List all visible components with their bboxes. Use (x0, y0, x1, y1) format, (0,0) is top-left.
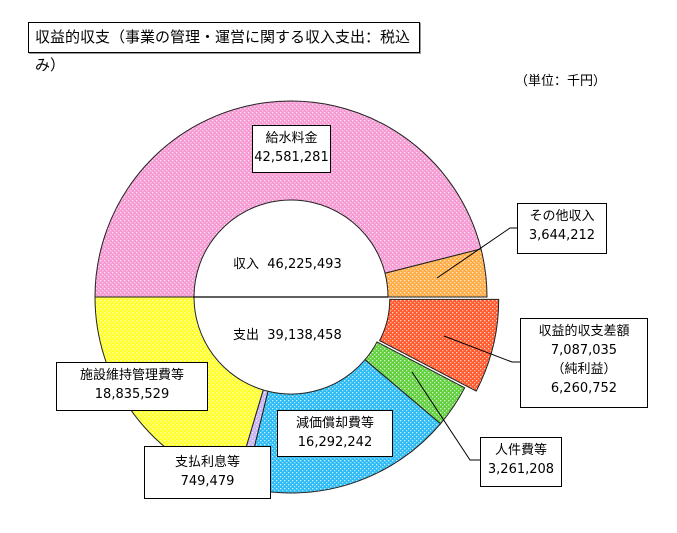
label-name: 施設維持管理費等 (79, 368, 184, 383)
label-profit: 収益的収支差額 7,087,035 （純利益） 6,260,752 (520, 318, 648, 408)
income-label: 収入 (233, 257, 260, 272)
income-value: 46,225,493 (267, 257, 342, 272)
leader-lines (411, 227, 521, 461)
unit-label: （単位：千円） (515, 74, 607, 89)
label-facility-maintenance: 施設維持管理費等 18,835,529 (56, 362, 208, 411)
label-name: 給水料金 (265, 131, 318, 146)
expense-label: 支出 (233, 328, 260, 343)
label-interest: 支払利息等 749,479 (144, 446, 271, 499)
label-other-income: その他収入 3,644,212 (517, 203, 607, 254)
label-name: 支払利息等 (174, 455, 240, 470)
label-value: 42,581,281 (254, 150, 329, 165)
label-depreciation: 減価償却費等 16,292,242 (277, 410, 393, 457)
label-water-charges: 給水料金 42,581,281 (252, 125, 331, 173)
expense-value: 39,138,458 (267, 328, 342, 343)
label-value: 3,644,212 (528, 228, 596, 243)
label-value: 3,261,208 (487, 462, 555, 477)
slice-water-charges (94, 100, 482, 298)
chart-title: 収益的収支（事業の管理・運営に関する収入支出：税込み） (28, 22, 420, 74)
label-name: 人件費等 (494, 443, 547, 458)
label-value: 749,479 (180, 474, 235, 489)
slice-profit (378, 298, 500, 392)
leader-line-profit (443, 335, 521, 363)
label-name: 収益的収支差額 (538, 324, 630, 339)
leader-line-other-income (436, 227, 518, 279)
label-sub-name: （純利益） (551, 362, 617, 377)
leader-line-personnel (411, 371, 481, 461)
income-total: 収入 46,225,493 (233, 253, 342, 272)
expense-total: 支出 39,138,458 (233, 324, 342, 343)
label-name: その他収入 (529, 209, 595, 224)
label-value: 18,835,529 (94, 387, 170, 402)
label-name: 減価償却費等 (295, 416, 374, 431)
label-value: 7,087,035 (550, 343, 618, 358)
label-sub-value: 6,260,752 (550, 381, 618, 396)
label-value: 16,292,242 (297, 435, 373, 450)
label-personnel: 人件費等 3,261,208 (480, 437, 562, 487)
